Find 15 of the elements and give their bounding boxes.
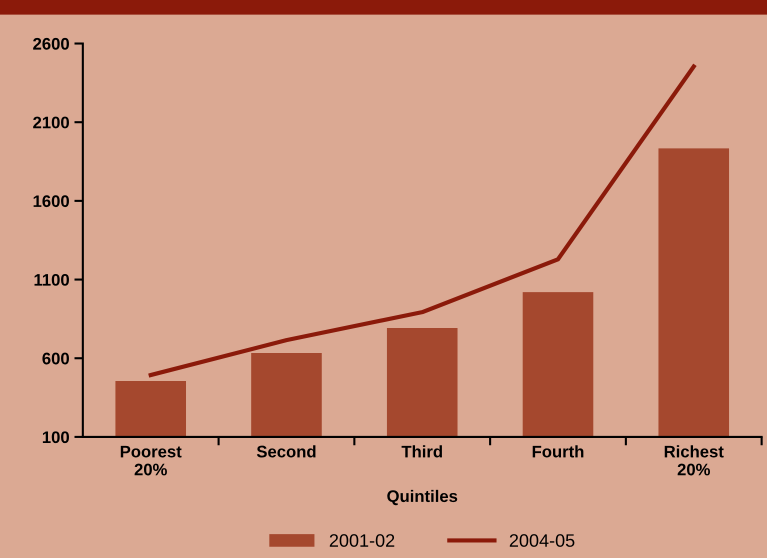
line-series: [148, 64, 696, 378]
x-tick-label: Richest 20%: [664, 445, 724, 476]
legend-label: 2001-02: [330, 534, 394, 547]
y-tick-label: 100: [42, 431, 69, 444]
y-tick-label: 600: [42, 352, 69, 364]
y-tick-label: 1100: [34, 274, 69, 286]
y-tick-label: 1600: [34, 195, 69, 208]
x-tick-label: Third: [402, 445, 442, 458]
x-tick-label: Fourth: [532, 445, 584, 458]
x-tick-label: Poorest 20%: [120, 446, 182, 476]
y-tick-label: 2600: [33, 38, 69, 50]
x-axis-title: Quintiles: [387, 490, 458, 506]
legend-label: 2004-05: [510, 534, 574, 547]
x-tick-label: Second: [256, 445, 316, 458]
y-tick-label: 2100: [33, 116, 69, 128]
